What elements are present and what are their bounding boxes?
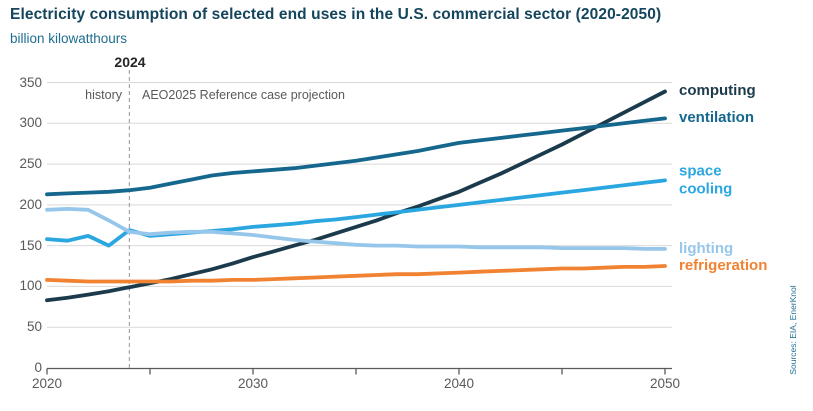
x-tick-label-2040: 2040 xyxy=(443,376,475,391)
chart-unit-subtitle: billion kilowatthours xyxy=(10,31,128,46)
x-tick-label-2020: 2020 xyxy=(31,376,63,391)
x-tick-label-2050: 2050 xyxy=(649,376,681,391)
projection-label: AEO2025 Reference case projection xyxy=(142,88,345,102)
series-line-lighting xyxy=(45,206,667,251)
y-tick-label-150: 150 xyxy=(19,237,42,253)
x-tick-label-2030: 2030 xyxy=(237,376,269,391)
series-line-refrigeration xyxy=(45,264,667,284)
divider-year-label: 2024 xyxy=(114,54,146,70)
source-note: Sources: EIA, EnerKnol xyxy=(788,285,798,375)
series-label-space-cooling: space cooling xyxy=(679,162,733,198)
y-tick-label-50: 50 xyxy=(26,319,42,335)
y-tick-label-300: 300 xyxy=(19,115,42,131)
series-label-ventilation: ventilation xyxy=(679,109,755,127)
series-line-ventilation xyxy=(45,116,667,197)
history-label: history xyxy=(85,88,122,102)
y-tick-label-250: 250 xyxy=(19,156,42,172)
y-tick-label-100: 100 xyxy=(19,278,42,294)
series-label-refrigeration: refrigeration xyxy=(679,257,768,275)
page-title: Electricity consumption of selected end … xyxy=(10,6,662,23)
series-label-lighting: lighting xyxy=(679,240,734,258)
series-label-computing: computing xyxy=(679,82,756,100)
y-tick-label-0: 0 xyxy=(34,360,42,375)
y-tick-label-350: 350 xyxy=(19,74,42,90)
y-tick-label-200: 200 xyxy=(19,196,42,212)
